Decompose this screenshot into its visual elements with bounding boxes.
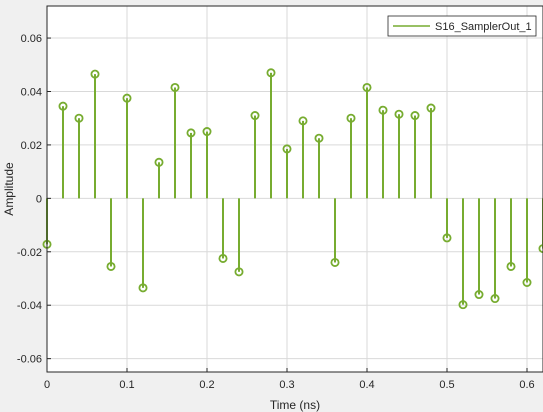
plot-area[interactable] <box>47 6 543 372</box>
axes-border <box>46 5 543 373</box>
y-tick-label: -0.04 <box>17 300 42 312</box>
stem-marker[interactable] <box>394 109 404 119</box>
y-tick-label: -0.06 <box>17 354 42 366</box>
stem-marker[interactable] <box>378 105 388 115</box>
y-axis-label: Amplitude <box>2 162 16 216</box>
stem-marker[interactable] <box>122 93 132 103</box>
stem-marker[interactable] <box>90 69 100 79</box>
y-tick-label: 0 <box>36 193 42 205</box>
data-series-stems <box>42 68 543 310</box>
stem-marker[interactable] <box>506 261 516 271</box>
stem-marker[interactable] <box>410 111 420 121</box>
stem-marker[interactable] <box>250 111 260 121</box>
y-axis-ticks: -0.06 -0.04 -0.02 0 0.02 0.04 0.06 <box>17 33 51 366</box>
stem-marker[interactable] <box>442 233 452 243</box>
x-tick-label: 0.6 <box>519 379 534 391</box>
stem-marker[interactable] <box>202 127 212 137</box>
stem-marker[interactable] <box>58 101 68 111</box>
x-tick-label: 0.2 <box>199 379 214 391</box>
stem-marker[interactable] <box>538 244 543 254</box>
stem-marker[interactable] <box>170 82 180 92</box>
y-tick-label: 0.04 <box>21 86 42 98</box>
y-tick-label: -0.02 <box>17 247 42 259</box>
x-tick-label: 0.5 <box>439 379 454 391</box>
legend[interactable]: S16_SamplerOut_1 <box>387 15 537 37</box>
x-axis-ticks: 0 0.1 0.2 0.3 0.4 0.5 0.6 <box>44 368 535 391</box>
stem-marker[interactable] <box>186 128 196 138</box>
x-tick-label: 0.1 <box>119 379 134 391</box>
stem-marker[interactable] <box>458 300 468 310</box>
stem-marker[interactable] <box>282 144 292 154</box>
stem-marker[interactable] <box>138 283 148 293</box>
x-tick-label: 0 <box>44 379 50 391</box>
legend-box <box>387 15 537 37</box>
stem-marker[interactable] <box>490 294 500 304</box>
stem-marker[interactable] <box>474 290 484 300</box>
stem-marker[interactable] <box>154 157 164 167</box>
y-tick-label: 0.06 <box>21 33 42 45</box>
stem-marker[interactable] <box>298 116 308 126</box>
stem-marker[interactable] <box>234 267 244 277</box>
y-tick-label: 0.02 <box>21 140 42 152</box>
stem-marker[interactable] <box>330 257 340 267</box>
stem-marker[interactable] <box>266 68 276 78</box>
x-tick-label: 0.4 <box>359 379 374 391</box>
stem-marker[interactable] <box>106 261 116 271</box>
stem-marker[interactable] <box>346 113 356 123</box>
stem-marker[interactable] <box>426 103 436 113</box>
stem-marker[interactable] <box>314 133 324 143</box>
stem-marker[interactable] <box>522 278 532 288</box>
legend-entry-label: S16_SamplerOut_1 <box>435 21 532 33</box>
stem-marker[interactable] <box>362 82 372 92</box>
stem-marker[interactable] <box>74 113 84 123</box>
x-axis-label: Time (ns) <box>270 398 320 412</box>
stem-marker[interactable] <box>218 253 228 263</box>
x-tick-label: 0.3 <box>279 379 294 391</box>
